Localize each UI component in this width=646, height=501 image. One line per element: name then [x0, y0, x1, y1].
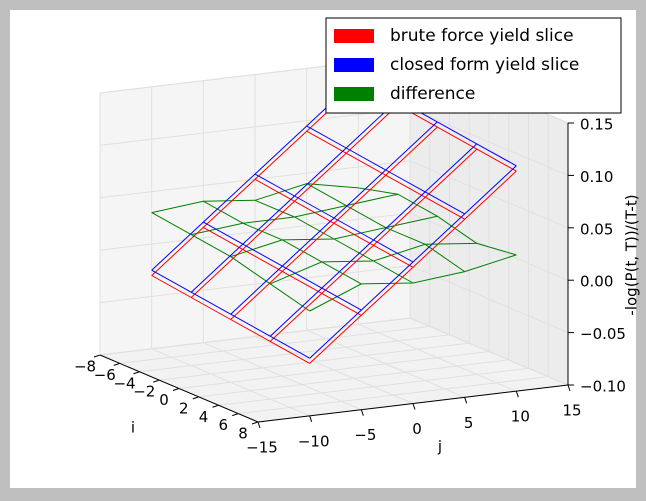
panes: [93, 55, 574, 429]
x-tick-label: 6: [218, 416, 228, 434]
grid-line: [203, 342, 362, 411]
wire-col: [151, 275, 310, 364]
wire-col: [203, 200, 362, 285]
y-axis-label: j: [437, 438, 442, 456]
wire-col: [254, 173, 414, 263]
legend-swatch: [334, 58, 374, 72]
tick-mark: [133, 371, 140, 375]
legend: brute force yield slice closed form yield…: [325, 17, 622, 114]
wire-col: [254, 178, 414, 268]
tick-mark: [251, 421, 259, 425]
wire-col: [358, 187, 517, 256]
legend-box: [325, 17, 622, 114]
y-tick-label: 15: [562, 402, 581, 420]
x-axis-label: i: [131, 419, 135, 437]
z-tick-label: 0.15: [580, 116, 613, 134]
z-tick-label: −0.10: [580, 378, 626, 396]
tick-mark: [360, 409, 364, 416]
x-tick-label: −6: [94, 366, 116, 384]
legend-label: brute force yield slice: [390, 26, 574, 46]
z-tick-label: −0.05: [580, 325, 626, 343]
tick-mark: [232, 413, 239, 417]
grid-line: [99, 107, 411, 146]
x-tick-label: 0: [159, 391, 169, 409]
z-tick-label: 0.00: [580, 273, 613, 291]
y-axis-line: [257, 384, 569, 423]
z-tick-label: 0.10: [580, 168, 613, 186]
wire-col: [306, 183, 465, 273]
legend-swatch: [334, 29, 374, 43]
tick-mark: [464, 397, 468, 404]
grid-line: [151, 348, 310, 417]
wire-col: [203, 226, 362, 316]
y-tick-label: 5: [464, 414, 474, 432]
tick-mark: [192, 396, 199, 400]
y-tick-label: −5: [354, 426, 376, 444]
y-tick-label: 10: [511, 408, 530, 426]
x-axis-line: [99, 354, 259, 423]
grid-line: [409, 107, 569, 176]
wire-col: [203, 221, 362, 311]
y-tick-label: 0: [412, 420, 422, 438]
tick-mark: [567, 384, 571, 392]
wire-col: [151, 269, 310, 359]
z-tick-label: 0.05: [580, 220, 613, 238]
tick-mark: [309, 415, 313, 422]
y-tick-label: −15: [246, 439, 278, 457]
grid-line: [409, 160, 569, 229]
x-tick-label: −4: [113, 374, 135, 392]
tick-mark: [212, 404, 219, 408]
legend-label: difference: [390, 84, 475, 104]
wire-col: [306, 125, 465, 215]
grid-line: [99, 317, 411, 356]
wire-col: [306, 130, 465, 220]
x-tick-label: −8: [74, 358, 96, 376]
tick-mark: [93, 354, 101, 358]
wire-col: [151, 212, 310, 312]
z-axis-label: -log(P(t, T))/(T-t): [623, 194, 641, 315]
grid-line: [358, 323, 517, 392]
tick-mark: [412, 403, 416, 410]
grid-line: [409, 317, 569, 386]
x-tick-label: 8: [238, 425, 248, 443]
grid-line: [99, 265, 411, 304]
y-tick-label: −10: [298, 432, 330, 450]
wire-col: [254, 199, 414, 284]
tick-mark: [172, 388, 180, 391]
tick-mark: [153, 379, 160, 383]
tick-mark: [113, 362, 120, 366]
legend-label: closed form yield slice: [390, 55, 579, 75]
x-tick-label: 2: [179, 399, 189, 417]
tick-mark: [257, 421, 261, 429]
x-tick-label: −2: [133, 383, 155, 401]
grid-line: [99, 212, 411, 251]
grid-line: [409, 265, 569, 334]
x-tick-label: 4: [199, 408, 209, 426]
legend-swatch: [334, 87, 374, 101]
tick-mark: [515, 391, 519, 398]
plot: [151, 77, 517, 364]
